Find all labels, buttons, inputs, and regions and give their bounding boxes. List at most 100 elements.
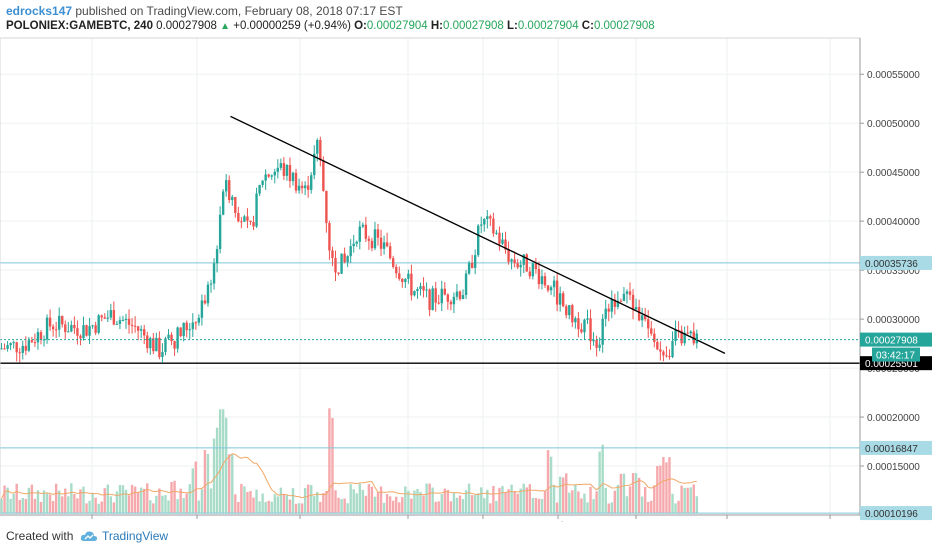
candle-body	[0, 348, 3, 350]
candle-body	[70, 324, 73, 332]
candle-body	[176, 327, 179, 349]
volume-bar	[48, 494, 52, 513]
volume-bar	[470, 495, 474, 513]
candle-body	[604, 308, 607, 319]
price-label-box	[860, 506, 932, 521]
volume-bar	[674, 503, 677, 513]
volume-bar	[391, 500, 395, 513]
author-link[interactable]: edrocks147	[6, 4, 73, 18]
volume-bar	[234, 494, 237, 513]
candle-body	[194, 322, 198, 324]
candle-body	[61, 315, 64, 325]
candle-body	[246, 216, 249, 221]
low-value: 0.00027904	[517, 20, 579, 32]
volume-bar	[319, 501, 322, 513]
candle-body	[136, 326, 140, 331]
volume-bar	[537, 498, 541, 513]
footer: Created with TradingView	[0, 522, 932, 550]
volume-bar	[443, 488, 446, 513]
volume-bars	[0, 408, 699, 513]
candle-body	[504, 239, 507, 250]
candle-body	[51, 326, 55, 330]
candle-body	[580, 329, 583, 333]
candle-body	[21, 345, 24, 353]
volume-bar	[413, 490, 416, 513]
volume-bar	[130, 484, 134, 513]
tradingview-cloud-icon	[80, 531, 98, 541]
candle-body	[121, 319, 125, 321]
candle-body	[613, 299, 617, 307]
price-tick-label: 0.00055000	[867, 70, 920, 81]
volume-bar	[643, 487, 647, 513]
candle-body	[91, 325, 94, 327]
volume-bar	[367, 484, 371, 513]
volume-bar	[680, 485, 683, 513]
volume-bar	[495, 500, 498, 513]
volume-bar	[155, 495, 158, 513]
volume-bar	[616, 485, 620, 513]
volume-bar	[124, 489, 128, 513]
volume-bar	[246, 491, 249, 513]
volume-bar	[121, 485, 125, 513]
volume-bar	[504, 492, 507, 513]
candle-body	[695, 333, 699, 344]
candle-body	[643, 315, 647, 320]
candle-body	[297, 185, 301, 191]
volume-bar	[79, 489, 82, 513]
volume-bar	[139, 487, 143, 513]
candle-body	[398, 273, 401, 279]
volume-bar	[325, 490, 328, 513]
volume-bar	[370, 486, 374, 513]
candle-body	[288, 165, 292, 182]
candle-body	[45, 317, 49, 340]
volume-bar	[361, 489, 365, 513]
candle-body	[112, 310, 116, 325]
volume-bar	[525, 487, 528, 513]
candle-body	[413, 291, 416, 296]
volume-bar	[6, 487, 9, 513]
candle-body	[127, 318, 131, 325]
candle-body	[27, 340, 31, 351]
volume-bar	[94, 497, 97, 513]
volume-bar	[188, 484, 191, 513]
candle-body	[115, 323, 119, 325]
volume-bar	[279, 487, 283, 513]
candle-body	[549, 287, 553, 291]
candle-body	[601, 318, 604, 345]
volume-bar	[282, 494, 286, 513]
candle-body	[385, 242, 389, 247]
candle-body	[206, 284, 210, 304]
candle-body	[528, 271, 532, 277]
candle-body	[337, 272, 340, 274]
symbol-label[interactable]: POLONIEX:GAMEBTC, 240	[6, 20, 153, 32]
candle-body	[640, 315, 644, 321]
candle-body	[558, 293, 562, 305]
candle-body	[589, 318, 592, 342]
volume-bar	[580, 498, 583, 513]
volume-bar	[662, 457, 665, 513]
price-label-box	[860, 440, 932, 455]
volume-bar	[601, 444, 604, 513]
volume-bar	[30, 484, 34, 513]
candle-body	[668, 356, 671, 358]
volume-bar	[209, 488, 213, 513]
volume-bar	[455, 497, 459, 513]
volume-bar	[510, 484, 513, 513]
volume-bar	[27, 487, 31, 513]
volume-bar	[631, 473, 635, 513]
candle-body	[237, 212, 240, 222]
open-label: O:	[354, 20, 367, 32]
volume-bar	[583, 493, 586, 513]
candle-body	[88, 326, 91, 336]
price-tick-label: 0.00040000	[867, 217, 920, 228]
volume-bar	[647, 501, 650, 513]
candle-body	[279, 163, 283, 168]
tradingview-logo[interactable]: TradingView	[80, 529, 168, 543]
volume-bar	[689, 487, 692, 513]
candle-body	[656, 341, 659, 350]
volume-bar	[51, 501, 55, 513]
volume-bar	[528, 484, 532, 513]
volume-bar	[3, 485, 6, 513]
candle-body	[501, 239, 504, 244]
